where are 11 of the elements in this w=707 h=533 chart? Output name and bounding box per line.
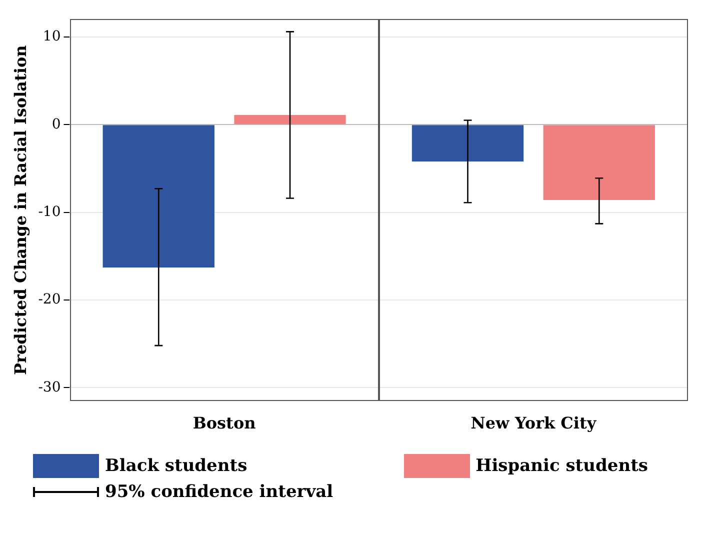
x-tick-label: Boston [192,414,256,433]
y-tick-label: -30 [38,379,61,396]
y-tick-label: 0 [52,116,61,132]
y-tick-label: 10 [42,28,61,45]
legend-label: Hispanic students [476,456,648,476]
x-tick-label: New York City [470,414,597,433]
y-tick-label: -10 [38,204,61,220]
y-tick-label: -20 [38,292,61,308]
legend-label: Black students [105,456,248,476]
text: 95% confidence interval [105,482,334,502]
y-axis-title: Predicted Change in Racial Isolation [10,44,30,376]
